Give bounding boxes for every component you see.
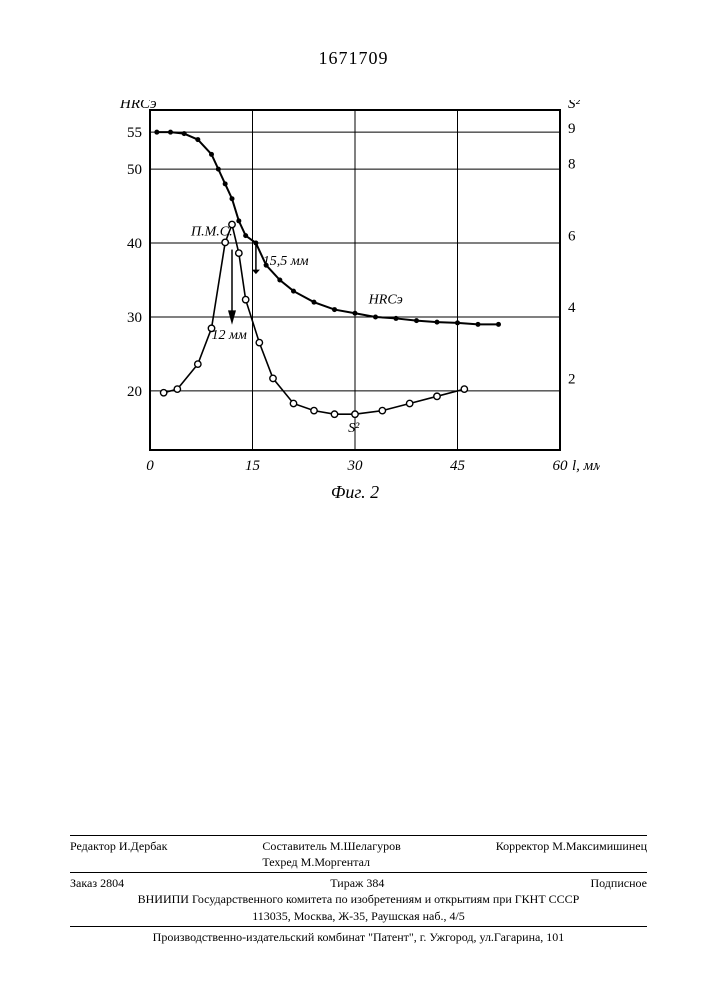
tirazh-value: 384 bbox=[366, 876, 384, 890]
editor-label: Редактор bbox=[70, 839, 116, 853]
svg-text:60: 60 bbox=[553, 458, 569, 474]
tirazh-line: Тираж 384 bbox=[330, 875, 384, 891]
svg-text:40: 40 bbox=[127, 236, 142, 252]
svg-text:15,5 мм: 15,5 мм bbox=[263, 254, 309, 269]
svg-text:6: 6 bbox=[568, 228, 576, 244]
tech-label: Техред bbox=[262, 855, 297, 869]
svg-text:9: 9 bbox=[568, 121, 576, 137]
order-value: 2804 bbox=[100, 876, 124, 890]
order-label: Заказ bbox=[70, 876, 97, 890]
tech-name: М.Моргентал bbox=[301, 855, 370, 869]
figure-chart: 0203040505524689015304560HRCэS²l, ммП.М.… bbox=[90, 100, 600, 520]
document-number: 1671709 bbox=[0, 48, 707, 69]
middle-credits: Составитель М.Шелагуров Техред М.Моргент… bbox=[262, 838, 400, 870]
org-line: ВНИИПИ Государственного комитета по изоб… bbox=[70, 891, 647, 907]
svg-text:Фиг. 2: Фиг. 2 bbox=[331, 482, 379, 502]
svg-text:12 мм: 12 мм bbox=[212, 328, 247, 343]
svg-text:50: 50 bbox=[127, 162, 142, 178]
svg-text:15: 15 bbox=[245, 458, 261, 474]
editor-name: И.Дербак bbox=[119, 839, 168, 853]
page: 1671709 0203040505524689015304560HRCэS²l… bbox=[0, 0, 707, 1000]
corrector-name: М.Максимишинец bbox=[552, 839, 647, 853]
tirazh-label: Тираж bbox=[330, 876, 363, 890]
svg-text:55: 55 bbox=[127, 125, 142, 141]
printer-line: Производственно-издательский комбинат "П… bbox=[70, 929, 647, 945]
compiler-label: Составитель bbox=[262, 839, 326, 853]
svg-text:45: 45 bbox=[450, 458, 466, 474]
svg-text:0: 0 bbox=[146, 458, 154, 474]
svg-text:20: 20 bbox=[127, 384, 142, 400]
svg-text:HRCэ: HRCэ bbox=[119, 100, 157, 112]
corrector-label: Корректор bbox=[496, 839, 550, 853]
divider bbox=[70, 926, 647, 927]
svg-text:S²: S² bbox=[348, 421, 360, 436]
svg-text:2: 2 bbox=[568, 371, 576, 387]
order-line: Заказ 2804 bbox=[70, 875, 124, 891]
subscription: Подписное bbox=[590, 875, 647, 891]
svg-text:30: 30 bbox=[127, 310, 142, 326]
divider bbox=[70, 872, 647, 873]
corrector-line: Корректор М.Максимишинец bbox=[496, 838, 647, 870]
svg-text:S²: S² bbox=[568, 100, 581, 112]
svg-text:30: 30 bbox=[347, 458, 364, 474]
svg-text:HRCэ: HRCэ bbox=[368, 293, 403, 308]
svg-text:П.М.С.: П.М.С. bbox=[190, 225, 233, 240]
svg-text:4: 4 bbox=[568, 300, 576, 316]
editor-line: Редактор И.Дербак bbox=[70, 838, 167, 870]
org-addr: 113035, Москва, Ж-35, Раушская наб., 4/5 bbox=[70, 908, 647, 924]
compiler-name: М.Шелагуров bbox=[330, 839, 401, 853]
svg-text:8: 8 bbox=[568, 157, 576, 173]
svg-text:l, мм: l, мм bbox=[572, 458, 600, 474]
divider bbox=[70, 835, 647, 836]
footer-block: Редактор И.Дербак Составитель М.Шелагуро… bbox=[70, 833, 647, 945]
